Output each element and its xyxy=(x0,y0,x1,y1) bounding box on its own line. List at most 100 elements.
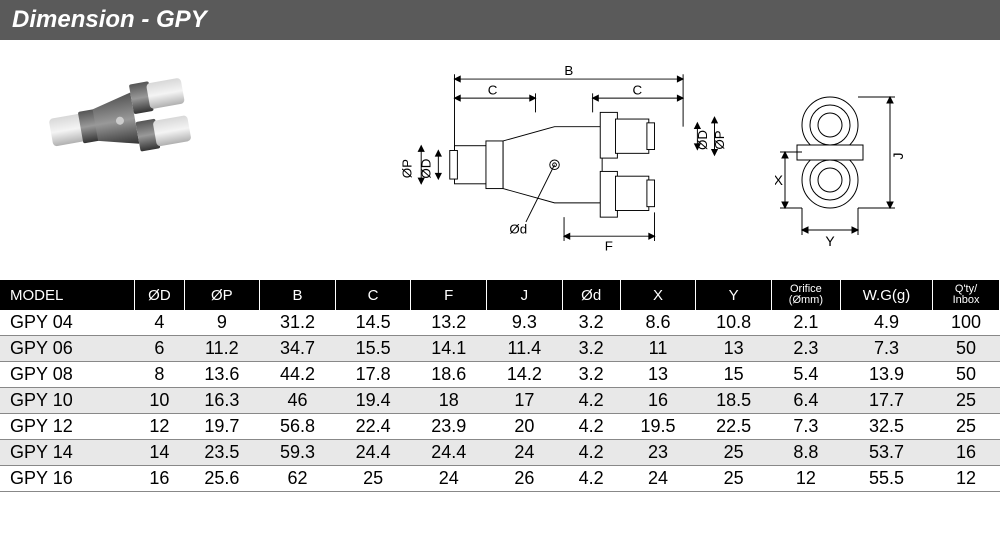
svg-text:ØP: ØP xyxy=(712,130,727,149)
cell-phiD: 14 xyxy=(135,440,184,466)
cell-Y: 18.5 xyxy=(696,388,772,414)
cell-phid: 4.2 xyxy=(562,414,620,440)
cell-phid: 3.2 xyxy=(562,336,620,362)
cell-B: 59.3 xyxy=(260,440,336,466)
table-row: GPY 141423.559.324.424.4244.223258.853.7… xyxy=(0,440,1000,466)
col-orifice: Orifice(Ømm) xyxy=(771,280,840,310)
cell-B: 46 xyxy=(260,388,336,414)
col-phiD: ØD xyxy=(135,280,184,310)
cell-orifice: 6.4 xyxy=(771,388,840,414)
col-model: MODEL xyxy=(0,280,135,310)
svg-text:C: C xyxy=(488,82,498,97)
cell-F: 18 xyxy=(411,388,487,414)
table-row: GPY 044931.214.513.29.33.28.610.82.14.91… xyxy=(0,310,1000,336)
cell-B: 62 xyxy=(260,466,336,492)
top-section: B C C xyxy=(0,40,1000,280)
cell-F: 24.4 xyxy=(411,440,487,466)
cell-qty: 50 xyxy=(933,336,1000,362)
cell-J: 24 xyxy=(487,440,563,466)
cell-wg: 7.3 xyxy=(840,336,932,362)
cell-X: 13 xyxy=(620,362,696,388)
cell-orifice: 12 xyxy=(771,466,840,492)
product-photo xyxy=(20,50,240,270)
svg-text:B: B xyxy=(564,63,573,78)
technical-drawings: B C C xyxy=(280,50,980,270)
cell-phiD: 4 xyxy=(135,310,184,336)
svg-text:Y: Y xyxy=(825,233,835,249)
col-qty: Q'ty/Inbox xyxy=(933,280,1000,310)
cell-model: GPY 16 xyxy=(0,466,135,492)
header-bar: Dimension - GPY xyxy=(0,0,1000,40)
cell-qty: 25 xyxy=(933,388,1000,414)
col-phid: Ød xyxy=(562,280,620,310)
cell-phiP: 19.7 xyxy=(184,414,260,440)
cell-qty: 50 xyxy=(933,362,1000,388)
cell-qty: 12 xyxy=(933,466,1000,492)
cell-C: 14.5 xyxy=(335,310,411,336)
cell-model: GPY 12 xyxy=(0,414,135,440)
cell-C: 17.8 xyxy=(335,362,411,388)
main-drawing: B C C xyxy=(345,60,745,260)
cell-C: 22.4 xyxy=(335,414,411,440)
cell-X: 24 xyxy=(620,466,696,492)
cell-qty: 16 xyxy=(933,440,1000,466)
cell-orifice: 7.3 xyxy=(771,414,840,440)
cell-Y: 10.8 xyxy=(696,310,772,336)
col-F: F xyxy=(411,280,487,310)
cell-B: 31.2 xyxy=(260,310,336,336)
cell-C: 24.4 xyxy=(335,440,411,466)
cell-J: 9.3 xyxy=(487,310,563,336)
cell-phiP: 13.6 xyxy=(184,362,260,388)
cell-orifice: 8.8 xyxy=(771,440,840,466)
cell-C: 19.4 xyxy=(335,388,411,414)
cell-B: 34.7 xyxy=(260,336,336,362)
cell-phiP: 23.5 xyxy=(184,440,260,466)
svg-text:ØD: ØD xyxy=(695,130,710,150)
col-Y: Y xyxy=(696,280,772,310)
cell-wg: 17.7 xyxy=(840,388,932,414)
cell-B: 44.2 xyxy=(260,362,336,388)
cell-X: 8.6 xyxy=(620,310,696,336)
cell-F: 14.1 xyxy=(411,336,487,362)
cell-phid: 3.2 xyxy=(562,362,620,388)
cell-model: GPY 04 xyxy=(0,310,135,336)
cell-Y: 22.5 xyxy=(696,414,772,440)
header-title: Dimension - GPY xyxy=(12,6,207,33)
cell-C: 15.5 xyxy=(335,336,411,362)
cell-qty: 100 xyxy=(933,310,1000,336)
svg-text:C: C xyxy=(633,82,643,97)
dimension-table: MODELØDØPBCFJØdXYOrifice(Ømm)W.G(g)Q'ty/… xyxy=(0,280,1000,492)
cell-phid: 4.2 xyxy=(562,440,620,466)
cell-X: 11 xyxy=(620,336,696,362)
cell-model: GPY 06 xyxy=(0,336,135,362)
cell-phiD: 16 xyxy=(135,466,184,492)
cell-F: 23.9 xyxy=(411,414,487,440)
svg-text:F: F xyxy=(605,238,613,253)
cell-X: 16 xyxy=(620,388,696,414)
cell-phiD: 12 xyxy=(135,414,184,440)
table-row: GPY 06611.234.715.514.111.43.211132.37.3… xyxy=(0,336,1000,362)
cell-X: 19.5 xyxy=(620,414,696,440)
cell-phiP: 25.6 xyxy=(184,466,260,492)
cell-Y: 25 xyxy=(696,440,772,466)
table-header-row: MODELØDØPBCFJØdXYOrifice(Ømm)W.G(g)Q'ty/… xyxy=(0,280,1000,310)
cell-phiD: 8 xyxy=(135,362,184,388)
col-B: B xyxy=(260,280,336,310)
cell-Y: 13 xyxy=(696,336,772,362)
col-X: X xyxy=(620,280,696,310)
svg-text:Ød: Ød xyxy=(509,221,527,236)
cell-J: 17 xyxy=(487,388,563,414)
cell-J: 14.2 xyxy=(487,362,563,388)
col-J: J xyxy=(487,280,563,310)
cell-phiP: 16.3 xyxy=(184,388,260,414)
svg-text:ØD: ØD xyxy=(419,159,434,179)
cell-wg: 32.5 xyxy=(840,414,932,440)
cell-phiD: 6 xyxy=(135,336,184,362)
cell-X: 23 xyxy=(620,440,696,466)
cell-model: GPY 08 xyxy=(0,362,135,388)
cell-wg: 53.7 xyxy=(840,440,932,466)
table-row: GPY 161625.6622524264.224251255.512 xyxy=(0,466,1000,492)
cell-F: 24 xyxy=(411,466,487,492)
cell-J: 26 xyxy=(487,466,563,492)
svg-text:ØP: ØP xyxy=(400,159,415,178)
